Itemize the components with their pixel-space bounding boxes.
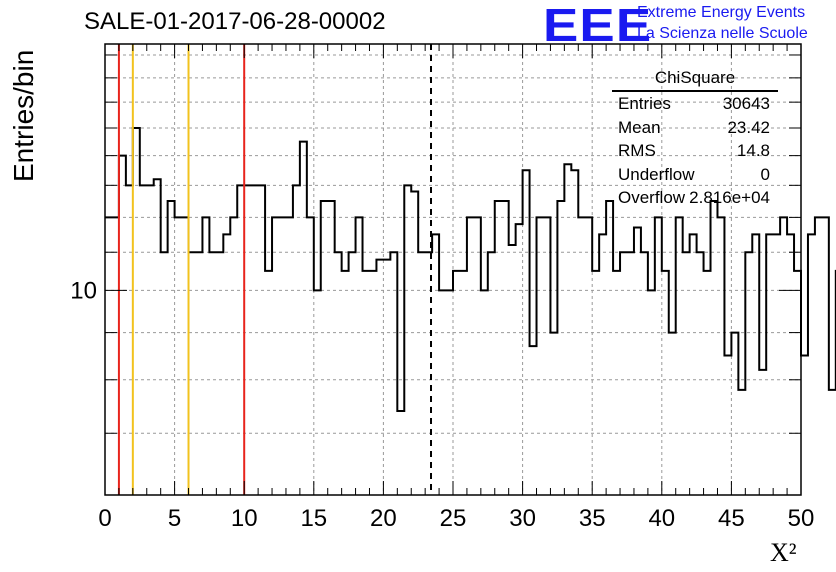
stats-value: 2.816e+04 <box>689 188 770 207</box>
stats-row-entries: Entries 30643 <box>612 92 778 116</box>
x-tick-label: 10 <box>231 505 258 532</box>
x-tick-label: 45 <box>718 505 745 532</box>
chart-title: SALE-01-2017-06-28-00002 <box>84 8 386 35</box>
y-axis-label: Entries/bin <box>8 49 39 182</box>
stats-value: 14.8 <box>736 141 770 160</box>
stats-row-underflow: Underflow 0 <box>612 163 778 187</box>
stats-key: Entries <box>618 94 671 113</box>
x-tick-label: 0 <box>98 505 111 532</box>
stats-box-title: ChiSquare <box>612 66 778 92</box>
x-tick-label: 40 <box>648 505 675 532</box>
stats-key: Underflow <box>618 164 695 184</box>
x-tick-label: 15 <box>300 505 327 532</box>
stats-row-overflow: Overflow 2.816e+04 <box>612 186 778 210</box>
stats-key: Mean <box>618 117 661 137</box>
stats-key: Overflow <box>618 188 686 207</box>
logo-subtitle-1: Extreme Energy Events <box>637 4 806 21</box>
x-tick-label: 20 <box>370 505 397 532</box>
x-tick-label: 35 <box>579 505 606 532</box>
x-tick-label: 5 <box>168 505 181 532</box>
stats-value: 23.42 <box>727 117 770 137</box>
stats-box: ChiSquare Entries 30643 Mean 23.42 RMS 1… <box>612 66 778 210</box>
x-tick-label: 50 <box>788 505 815 532</box>
stats-row-rms: RMS 14.8 <box>612 139 778 163</box>
stats-key: RMS <box>618 141 656 160</box>
stats-row-mean: Mean 23.42 <box>612 116 778 140</box>
x-tick-label: 30 <box>509 505 536 532</box>
y-tick-label: 10 <box>70 277 97 304</box>
x-tick-label: 25 <box>440 505 467 532</box>
stats-value: 0 <box>760 164 770 184</box>
x-axis-label: X² <box>770 538 797 567</box>
logo-subtitle-2: La Scienza nelle Scuole <box>637 25 808 42</box>
eee-logo: EEE <box>543 0 653 51</box>
histogram-series <box>105 126 836 413</box>
stats-value: 30643 <box>722 94 770 113</box>
